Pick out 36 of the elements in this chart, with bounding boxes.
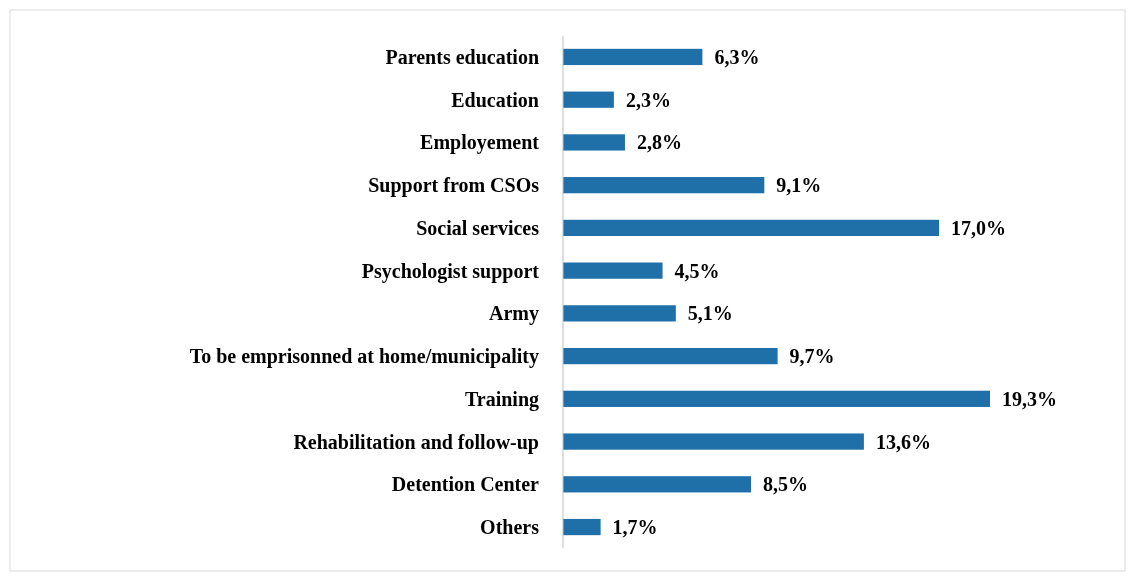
y-tick-label: Education (451, 88, 539, 111)
y-tick-label: Psychologist support (361, 259, 540, 283)
bar (563, 91, 614, 108)
bar (563, 177, 765, 194)
data-label: 9,7% (789, 345, 835, 368)
bar (563, 262, 663, 279)
y-tick-label: Army (489, 302, 539, 326)
bar (563, 48, 703, 66)
data-label: 2,8% (636, 131, 682, 154)
bar (563, 219, 940, 237)
y-tick-label: Detention Center (391, 473, 540, 496)
y-tick-label: Rehabilitation and follow-up (293, 430, 539, 454)
data-label: 17,0% (951, 216, 1007, 239)
y-tick-label: Employement (420, 131, 540, 155)
data-label: 13,6% (875, 430, 931, 453)
data-label: 9,1% (776, 174, 822, 197)
bar (563, 476, 752, 493)
y-tick-label: Support from CSOs (368, 174, 540, 198)
bar (563, 518, 601, 536)
data-label: 1,7% (612, 516, 658, 539)
data-label: 2,3% (625, 88, 671, 111)
data-label: 5,1% (687, 302, 733, 325)
data-label: 4,5% (674, 259, 720, 282)
bar (563, 390, 990, 407)
data-label: 8,5% (763, 473, 809, 496)
bar (563, 433, 864, 450)
bar (563, 347, 778, 365)
bar (563, 134, 625, 151)
y-tick-label: Others (480, 516, 540, 539)
y-tick-label: To be emprisonned at home/municipality (189, 345, 539, 369)
bar (563, 305, 676, 322)
data-label: 6,3% (714, 45, 760, 68)
y-tick-label: Training (464, 387, 539, 411)
y-tick-label: Social services (416, 216, 540, 239)
y-tick-label: Parents education (385, 45, 539, 68)
data-label: 19,3% (1002, 387, 1057, 410)
